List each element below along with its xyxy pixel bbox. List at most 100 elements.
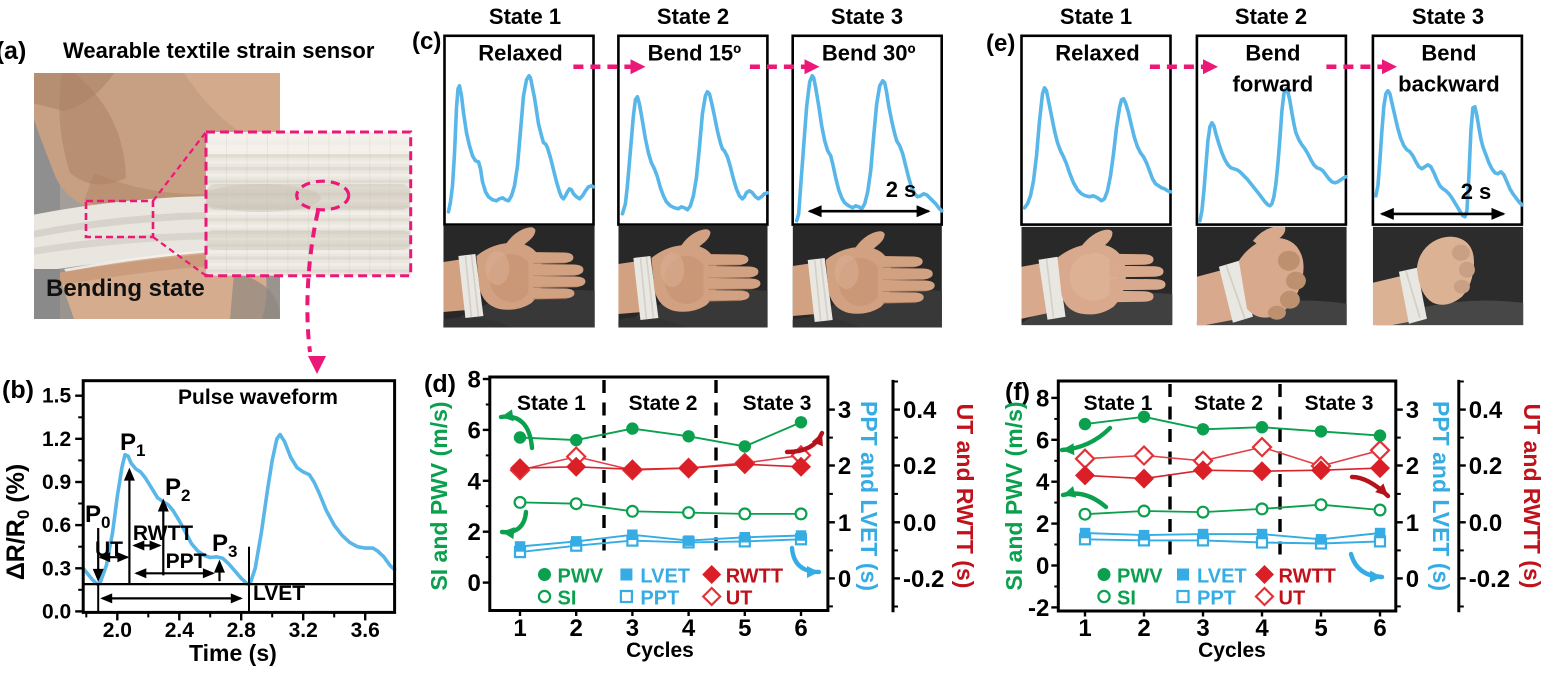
svg-text:P1: P1	[120, 429, 145, 460]
svg-text:0.3: 0.3	[42, 557, 71, 580]
svg-text:SI: SI	[558, 588, 577, 610]
svg-text:State 2: State 2	[1194, 392, 1263, 415]
svg-text:Bend: Bend	[1421, 40, 1476, 65]
svg-text:3.2: 3.2	[289, 619, 318, 642]
svg-text:State 2: State 2	[1235, 4, 1307, 29]
svg-text:1.5: 1.5	[42, 385, 72, 408]
svg-text:Time (s): Time (s)	[189, 640, 277, 666]
svg-text:(a): (a)	[0, 37, 26, 65]
svg-text:6: 6	[467, 417, 480, 444]
svg-text:State 2: State 2	[629, 392, 698, 415]
svg-text:3: 3	[1406, 397, 1419, 424]
svg-text:LVET: LVET	[1197, 566, 1247, 588]
svg-text:0.2: 0.2	[903, 453, 936, 480]
svg-text:4: 4	[1255, 615, 1269, 642]
svg-text:UT: UT	[1279, 588, 1306, 610]
svg-text:UT and RWTT (s): UT and RWTT (s)	[952, 404, 978, 589]
svg-text:backward: backward	[1398, 71, 1500, 96]
svg-text:LVET: LVET	[640, 566, 690, 588]
svg-text:0.6: 0.6	[42, 514, 71, 537]
svg-text:State 1: State 1	[489, 4, 561, 29]
svg-text:(b): (b)	[2, 376, 34, 404]
svg-text:State 3: State 3	[1305, 392, 1374, 415]
svg-text:0: 0	[838, 566, 851, 593]
svg-text:2.0: 2.0	[103, 619, 132, 642]
svg-text:8: 8	[467, 367, 480, 394]
svg-text:6: 6	[794, 615, 807, 642]
svg-text:0: 0	[1406, 566, 1419, 593]
svg-text:Wearable textile strain sensor: Wearable textile strain sensor	[63, 38, 375, 63]
svg-text:0.4: 0.4	[1469, 397, 1503, 424]
svg-text:0.0: 0.0	[1469, 510, 1502, 537]
svg-text:ΔR/R0 (%): ΔR/R0 (%)	[2, 464, 33, 580]
svg-text:-0.2: -0.2	[903, 566, 944, 593]
svg-text:PWV: PWV	[558, 566, 604, 588]
svg-text:State 1: State 1	[517, 392, 586, 415]
svg-text:RWTT: RWTT	[133, 522, 193, 545]
svg-text:Bend 30º: Bend 30º	[822, 40, 916, 65]
svg-text:RWTT: RWTT	[726, 566, 783, 588]
svg-text:State 2: State 2	[657, 4, 729, 29]
svg-text:RWTT: RWTT	[1279, 566, 1336, 588]
svg-text:Cycles: Cycles	[626, 639, 694, 662]
svg-text:2 s: 2 s	[886, 177, 917, 202]
svg-text:3: 3	[1196, 615, 1209, 642]
svg-text:PPT: PPT	[1197, 588, 1236, 610]
svg-text:0: 0	[1036, 553, 1049, 580]
svg-text:0.2: 0.2	[1469, 453, 1502, 480]
svg-text:1: 1	[1078, 615, 1091, 642]
svg-text:(c): (c)	[412, 28, 441, 55]
svg-text:2: 2	[1137, 615, 1150, 642]
svg-text:PPT: PPT	[640, 588, 679, 610]
svg-text:State 1: State 1	[1060, 4, 1132, 29]
svg-text:State 3: State 3	[1412, 4, 1484, 29]
svg-text:0.0: 0.0	[42, 600, 71, 623]
svg-text:5: 5	[738, 615, 751, 642]
svg-text:8: 8	[1036, 385, 1049, 412]
svg-text:SI and PWV (m/s): SI and PWV (m/s)	[1001, 401, 1027, 590]
svg-text:State 1: State 1	[1084, 392, 1153, 415]
svg-text:PPT and LVET (s): PPT and LVET (s)	[856, 401, 882, 591]
svg-text:(d): (d)	[424, 370, 456, 398]
svg-text:PPT: PPT	[166, 550, 207, 573]
svg-text:0: 0	[467, 570, 480, 597]
svg-text:(e): (e)	[986, 30, 1015, 57]
svg-text:(f): (f)	[1005, 378, 1030, 406]
svg-text:Pulse waveform: Pulse waveform	[178, 386, 338, 409]
svg-text:0.0: 0.0	[903, 510, 936, 537]
svg-text:2.8: 2.8	[227, 619, 257, 642]
svg-text:LVET: LVET	[253, 582, 305, 605]
svg-text:2: 2	[838, 453, 851, 480]
svg-text:4: 4	[1036, 469, 1050, 496]
svg-text:1: 1	[513, 615, 526, 642]
svg-text:P2: P2	[165, 474, 190, 505]
svg-text:P0: P0	[85, 501, 110, 532]
svg-text:State 3: State 3	[743, 392, 812, 415]
svg-text:Bend: Bend	[1245, 40, 1300, 65]
svg-text:P3: P3	[212, 530, 237, 561]
svg-text:PWV: PWV	[1117, 566, 1163, 588]
svg-text:SI and PWV (m/s): SI and PWV (m/s)	[426, 401, 452, 590]
svg-text:1: 1	[838, 510, 851, 537]
svg-text:4: 4	[682, 615, 696, 642]
svg-text:SI: SI	[1117, 588, 1136, 610]
svg-text:State 3: State 3	[831, 4, 903, 29]
svg-text:Bend 15º: Bend 15º	[648, 40, 742, 65]
svg-text:3.6: 3.6	[351, 619, 380, 642]
svg-text:Cycles: Cycles	[1198, 639, 1266, 662]
svg-text:1: 1	[1406, 510, 1419, 537]
svg-text:2.4: 2.4	[165, 619, 195, 642]
svg-text:1.2: 1.2	[42, 428, 71, 451]
svg-text:2: 2	[467, 519, 480, 546]
svg-text:Bending state: Bending state	[46, 275, 205, 302]
svg-text:2: 2	[570, 615, 583, 642]
svg-text:2 s: 2 s	[1461, 179, 1492, 204]
svg-text:2: 2	[1036, 511, 1049, 538]
svg-text:-0.2: -0.2	[1469, 566, 1510, 593]
svg-text:PPT and LVET (s): PPT and LVET (s)	[1428, 401, 1454, 591]
svg-text:-2: -2	[1028, 595, 1049, 622]
svg-text:4: 4	[467, 468, 481, 495]
svg-text:UT: UT	[726, 588, 753, 610]
svg-text:3: 3	[626, 615, 639, 642]
svg-text:3: 3	[838, 397, 851, 424]
